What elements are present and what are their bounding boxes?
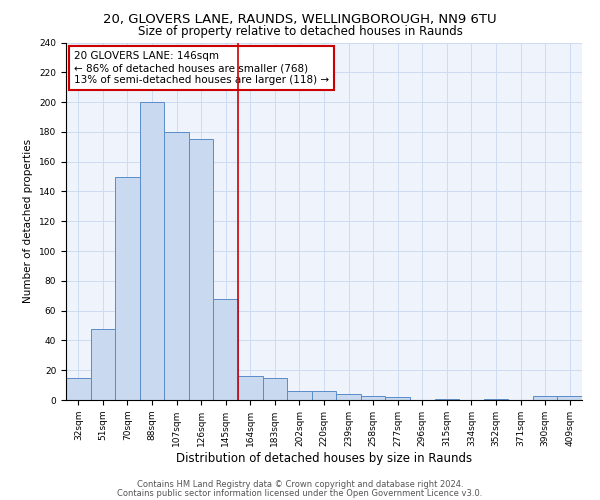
Bar xyxy=(287,391,312,400)
Bar xyxy=(533,396,557,400)
Bar xyxy=(140,102,164,400)
Bar xyxy=(484,398,508,400)
Bar xyxy=(164,132,189,400)
X-axis label: Distribution of detached houses by size in Raunds: Distribution of detached houses by size … xyxy=(176,452,472,464)
Text: 20, GLOVERS LANE, RAUNDS, WELLINGBOROUGH, NN9 6TU: 20, GLOVERS LANE, RAUNDS, WELLINGBOROUGH… xyxy=(103,12,497,26)
Bar xyxy=(214,298,238,400)
Bar xyxy=(66,378,91,400)
Bar xyxy=(312,391,336,400)
Text: 20 GLOVERS LANE: 146sqm
← 86% of detached houses are smaller (768)
13% of semi-d: 20 GLOVERS LANE: 146sqm ← 86% of detache… xyxy=(74,52,329,84)
Bar xyxy=(263,378,287,400)
Bar xyxy=(361,396,385,400)
Bar xyxy=(434,398,459,400)
Bar xyxy=(115,176,140,400)
Bar xyxy=(238,376,263,400)
Text: Size of property relative to detached houses in Raunds: Size of property relative to detached ho… xyxy=(137,25,463,38)
Bar xyxy=(336,394,361,400)
Text: Contains public sector information licensed under the Open Government Licence v3: Contains public sector information licen… xyxy=(118,488,482,498)
Bar xyxy=(557,396,582,400)
Y-axis label: Number of detached properties: Number of detached properties xyxy=(23,139,34,304)
Bar xyxy=(189,140,214,400)
Text: Contains HM Land Registry data © Crown copyright and database right 2024.: Contains HM Land Registry data © Crown c… xyxy=(137,480,463,489)
Bar xyxy=(91,328,115,400)
Bar xyxy=(385,397,410,400)
